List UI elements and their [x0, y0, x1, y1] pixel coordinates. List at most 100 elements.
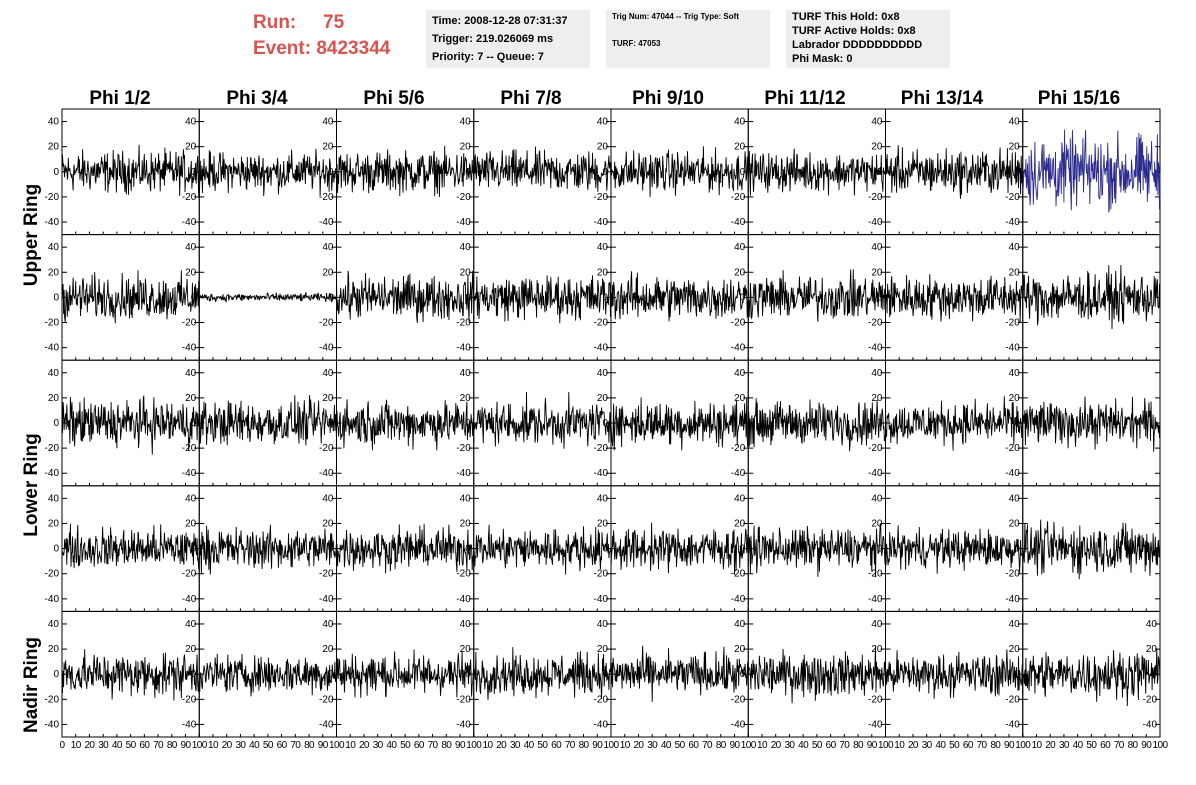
y-tick-label: 40 [734, 368, 746, 379]
y-tick-label: -20 [1005, 694, 1020, 705]
y-tick-label: -40 [731, 468, 746, 479]
y-tick-label: -20 [594, 318, 609, 329]
y-tick-label: -40 [456, 468, 471, 479]
x-tick-label: 10 [208, 740, 219, 751]
y-tick-label: 20 [460, 644, 472, 655]
y-tick-label: 20 [185, 393, 197, 404]
x-tick-label: 100 [1015, 740, 1031, 751]
x-tick-label: 100 [741, 740, 757, 751]
y-tick-label: 40 [48, 368, 60, 379]
y-tick-label: 40 [185, 493, 197, 504]
waveform-trace-r3-c7 [1022, 519, 1161, 580]
y-tick-label: -40 [868, 468, 883, 479]
y-tick-label: 20 [734, 644, 746, 655]
waveform-trace-r2-c2 [336, 399, 475, 451]
trig-info-box: Trig Num: 47044 -- Trig Type: Soft TURF:… [606, 10, 770, 68]
y-tick-label: 20 [734, 393, 746, 404]
y-tick-label: -40 [1005, 343, 1020, 354]
waveform-trace-r3-c1 [198, 524, 337, 575]
y-tick-label: 20 [597, 393, 609, 404]
y-tick-label: -40 [1005, 594, 1020, 605]
trig-num-text: Trig Num: 47044 -- Trig Type: Soft [612, 12, 739, 21]
run-value: 75 [323, 12, 345, 33]
y-tick-label: 20 [460, 393, 472, 404]
x-tick-label: 50 [675, 740, 686, 751]
x-tick-label: 40 [112, 740, 123, 751]
y-tick-label: 20 [48, 644, 60, 655]
y-tick-label: 0 [53, 418, 59, 429]
y-tick-label: -20 [319, 694, 334, 705]
y-tick-label: 40 [597, 117, 609, 128]
waveform-trace-r1-c0 [61, 270, 200, 324]
x-tick-label: 70 [702, 740, 713, 751]
waveform-trace-r2-c4 [610, 397, 749, 451]
event-label: Event: [253, 38, 312, 59]
x-tick-label: 80 [441, 740, 452, 751]
y-tick-label: 20 [185, 644, 197, 655]
turf-info-box: TURF This Hold: 0x8 TURF Active Holds: 0… [786, 10, 950, 68]
y-tick-label: 40 [460, 619, 472, 630]
y-tick-label: -40 [594, 217, 609, 228]
y-tick-label: 0 [740, 418, 746, 429]
y-tick-label: -40 [182, 594, 197, 605]
y-tick-label: 20 [185, 518, 197, 529]
y-tick-label: 20 [597, 644, 609, 655]
y-tick-label: 40 [871, 493, 883, 504]
x-tick-label: 80 [167, 740, 178, 751]
y-tick-label: -20 [594, 569, 609, 580]
waveform-trace-r0-c1 [198, 148, 337, 199]
waveform-trace-r3-c5 [747, 523, 886, 578]
x-tick-label: 90 [455, 740, 466, 751]
y-tick-label: 20 [597, 518, 609, 529]
y-tick-label: -20 [456, 443, 471, 454]
y-tick-label: 20 [48, 393, 60, 404]
y-tick-label: 20 [734, 267, 746, 278]
y-tick-label: -40 [456, 594, 471, 605]
y-tick-label: 40 [185, 242, 197, 253]
x-tick-label: 20 [84, 740, 95, 751]
x-tick-label: 90 [730, 740, 741, 751]
y-tick-label: 0 [1014, 292, 1020, 303]
y-tick-label: 0 [602, 167, 608, 178]
y-tick-label: -20 [1005, 569, 1020, 580]
y-tick-label: -40 [731, 343, 746, 354]
y-tick-label: 20 [1009, 393, 1021, 404]
x-tick-label: 90 [1141, 740, 1152, 751]
x-tick-label: 60 [1100, 740, 1111, 751]
y-tick-label: -40 [868, 594, 883, 605]
x-tick-label: 90 [1004, 740, 1015, 751]
y-tick-label: -20 [731, 443, 746, 454]
y-tick-label: -20 [319, 443, 334, 454]
y-tick-label: 0 [53, 669, 59, 680]
y-tick-label: 40 [871, 619, 883, 630]
x-tick-label: 70 [565, 740, 576, 751]
x-tick-label: 80 [716, 740, 727, 751]
x-tick-label: 50 [126, 740, 137, 751]
waveform-trace-r1-c1 [198, 291, 337, 304]
y-tick-label: 20 [322, 142, 334, 153]
x-tick-label: 80 [853, 740, 864, 751]
y-tick-label: 20 [871, 644, 883, 655]
y-tick-label: 20 [597, 267, 609, 278]
waveform-trace-r2-c0 [61, 395, 200, 455]
y-tick-label: 20 [871, 518, 883, 529]
waveform-trace-r0-c3 [473, 146, 612, 192]
run-label: Run: [253, 12, 297, 33]
y-tick-label: 40 [597, 619, 609, 630]
x-tick-label: 40 [1073, 740, 1084, 751]
y-tick-label: -20 [456, 318, 471, 329]
x-tick-label: 50 [812, 740, 823, 751]
y-tick-label: -40 [45, 594, 60, 605]
column-header-phi-13-14: Phi 13/14 [900, 88, 984, 109]
x-tick-label: 40 [798, 740, 809, 751]
x-tick-label: 10 [71, 740, 82, 751]
y-tick-label: 20 [1009, 142, 1021, 153]
waveform-trace-r4-c2 [336, 649, 475, 698]
x-tick-label: 30 [510, 740, 521, 751]
waveform-trace-r0-c4 [610, 146, 749, 198]
waveform-trace-r3-c0 [61, 523, 200, 570]
y-tick-label: 0 [53, 292, 59, 303]
column-header-phi-9-10: Phi 9/10 [632, 88, 704, 109]
y-tick-label: -40 [182, 217, 197, 228]
y-tick-label: 20 [185, 267, 197, 278]
